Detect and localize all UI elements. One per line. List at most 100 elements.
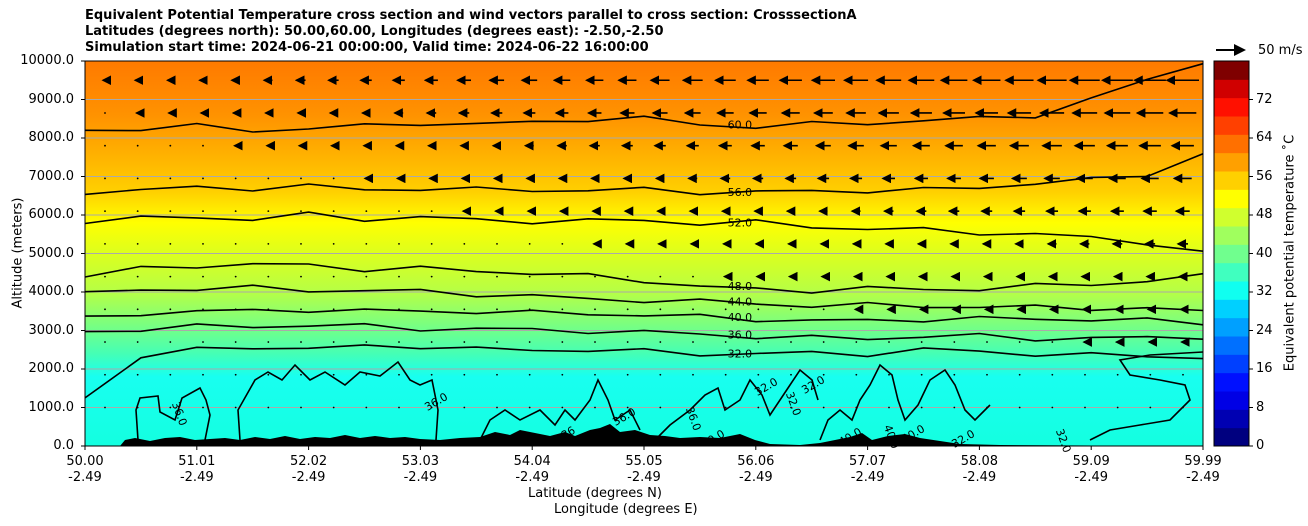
- wind-vector: [692, 275, 694, 278]
- wind-vector: [169, 177, 172, 180]
- wind-vector: [365, 341, 368, 343]
- x-tick-longitude: -2.49: [627, 470, 661, 485]
- colorbar-segment: [1214, 281, 1249, 300]
- wind-vector: [430, 275, 433, 278]
- wind-vector: [136, 275, 139, 278]
- wind-vector: [169, 275, 172, 278]
- wind-vector: [692, 406, 694, 409]
- wind-vector: [594, 275, 596, 278]
- colorbar-segment: [1214, 336, 1249, 355]
- wind-vector: [300, 406, 302, 409]
- wind-vector: [561, 275, 564, 278]
- x-tick-longitude: -2.49: [1074, 470, 1108, 485]
- wind-vector: [920, 406, 923, 409]
- wind-key-label: 50 m/s: [1258, 43, 1303, 58]
- x-tick-longitude: -2.49: [68, 470, 102, 485]
- contour-line-low: [479, 378, 641, 441]
- wind-vector: [855, 373, 858, 376]
- x-tick-latitude: 52.02: [289, 454, 328, 469]
- contour-line: [84, 153, 1204, 196]
- wind-vector: [594, 406, 596, 409]
- title-line-1: Equivalent Potential Temperature cross s…: [85, 8, 857, 23]
- wind-vector: [496, 308, 498, 311]
- wind-vector: [430, 373, 433, 376]
- wind-vector: [594, 308, 596, 311]
- contour-line: [84, 344, 1204, 399]
- y-tick-label: 6000.0: [28, 207, 75, 222]
- wind-vector: [496, 275, 498, 278]
- x-tick-latitude: 55.05: [625, 454, 663, 469]
- wind-vector: [920, 341, 923, 343]
- wind-vector: [398, 210, 400, 213]
- x-tick-label: 55.05 -2.49: [609, 454, 679, 486]
- colorbar-segment: [1214, 372, 1249, 392]
- wind-vector: [1051, 373, 1054, 376]
- colorbar-segment: [1214, 391, 1249, 410]
- x-tick-latitude: 57.07: [848, 454, 887, 469]
- wind-vector: [365, 308, 368, 311]
- colorbar-tick-label: 16: [1256, 361, 1273, 376]
- wind-vector: [724, 341, 727, 343]
- colorbar-segment: [1214, 427, 1249, 447]
- contour-line: [84, 308, 1204, 326]
- x-tick-latitude: 50.00: [66, 454, 104, 469]
- wind-vector: [1149, 373, 1152, 376]
- wind-vector: [267, 308, 270, 311]
- contour-label: 60.0: [728, 119, 753, 132]
- colorbar: [1213, 60, 1253, 447]
- colorbar-segment: [1214, 409, 1249, 429]
- wind-vector: [365, 275, 368, 278]
- wind-vector: [332, 308, 335, 311]
- wind-vector: [528, 341, 531, 343]
- colorbar-segment: [1214, 317, 1249, 337]
- wind-vector: [528, 373, 531, 376]
- wind-vector: [430, 406, 433, 409]
- wind-vector: [365, 242, 368, 245]
- wind-vector: [561, 308, 564, 311]
- title-line-2: Latitudes (degrees north): 50.00,60.00, …: [85, 24, 664, 39]
- wind-vector: [757, 308, 760, 311]
- x-tick-longitude: -2.49: [1186, 470, 1220, 485]
- wind-vector: [1116, 406, 1119, 409]
- wind-vector: [463, 373, 466, 376]
- colorbar-tick-label: 64: [1256, 130, 1273, 145]
- colorbar-tick-label: 40: [1256, 245, 1273, 261]
- x-tick-label: 59.99 -2.49: [1168, 454, 1238, 486]
- wind-vector: [398, 373, 400, 376]
- wind-vector: [169, 406, 172, 409]
- wind-vector: [1182, 373, 1184, 376]
- y-axis-label: Altitude (meters): [10, 197, 26, 309]
- wind-vector: [104, 144, 106, 147]
- wind-vector: [104, 341, 106, 343]
- wind-vector: [430, 341, 433, 343]
- wind-vector: [332, 275, 335, 278]
- y-tick-label: 0.0: [53, 438, 74, 453]
- wind-vector: [332, 406, 335, 409]
- wind-vector: [104, 242, 106, 245]
- x-tick-longitude: -2.49: [962, 470, 997, 485]
- wind-vector: [202, 308, 204, 311]
- wind-vector: [1051, 406, 1054, 409]
- wind-vector: [496, 341, 498, 343]
- wind-vector: [594, 341, 596, 343]
- wind-vector: [659, 406, 662, 409]
- wind-vector: [692, 308, 694, 311]
- contour-line-low: [654, 368, 819, 441]
- wind-vector-layer: [101, 75, 1199, 409]
- wind-vector: [202, 406, 204, 409]
- wind-vector: [1084, 373, 1086, 376]
- y-tick-label: 9000.0: [28, 91, 75, 107]
- wind-vector: [234, 373, 237, 376]
- wind-vector: [104, 112, 106, 114]
- wind-vector: [234, 210, 237, 213]
- wind-vector: [169, 242, 172, 245]
- wind-vector: [202, 341, 204, 343]
- wind-vector: [267, 373, 270, 376]
- wind-vector: [953, 373, 956, 376]
- x-tick-label: 56.06 -2.49: [721, 454, 791, 486]
- wind-vector: [267, 242, 270, 245]
- x-tick-longitude: -2.49: [738, 470, 773, 485]
- wind-vector: [920, 373, 923, 376]
- x-tick-label: 57.07 -2.49: [833, 454, 903, 486]
- wind-vector: [267, 275, 270, 278]
